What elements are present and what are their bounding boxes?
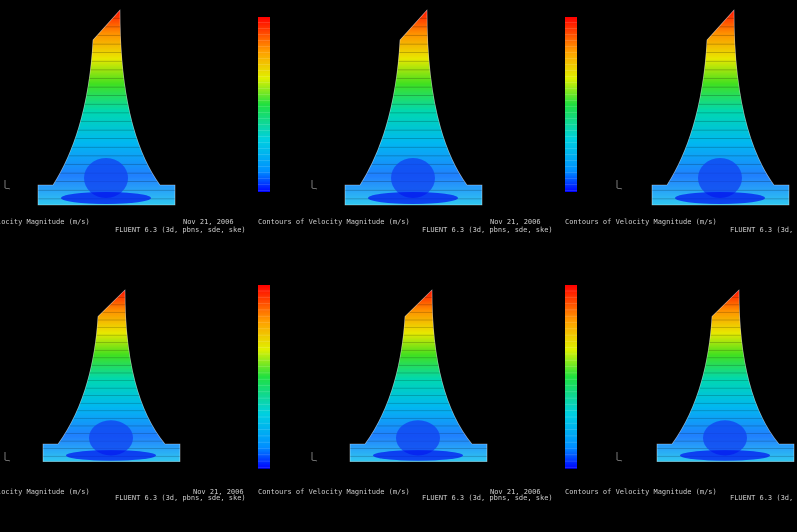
plot-caption: Contours of Velocity Magnitude (m/s) (258, 488, 410, 496)
plot-date: Nov 21, 2006 (490, 488, 541, 496)
contour-plot (42, 289, 181, 462)
colorbar (565, 285, 577, 469)
colorbar (258, 285, 270, 469)
colorbar (565, 17, 577, 192)
contour-panel: Contours of Velocity Magnitude (m/s) FLUE… (565, 9, 797, 234)
solver-info: FLUENT 6.3 (3d, pbns, sde, ske) (422, 494, 553, 502)
contour-plot (37, 9, 176, 206)
plot-caption: Contours of Velocity Magnitude (m/s) (565, 488, 717, 496)
axis-triad (311, 179, 318, 190)
plot-caption: Contours of Velocity Magnitude (m/s) (0, 218, 90, 226)
solver-info: FLUENT 6.3 (3d, pbns, sde, ske) (422, 226, 553, 234)
axis-triad (616, 179, 623, 190)
contour-panel: Contours of Velocity Magnitude (m/s) FLUE… (565, 285, 797, 502)
solver-info: FLUENT 6.3 (3d, pbns, sde, ske) (115, 226, 246, 234)
contour-plot (651, 9, 790, 206)
contour-plot (656, 289, 795, 462)
solver-info: FLUENT 6.3 (3d, pbns, sde, ske) (730, 226, 797, 234)
contour-panel: Contours of Velocity Magnitude (m/s) Nov … (258, 285, 553, 502)
plot-date: Nov 21, 2006 (193, 488, 244, 496)
plot-caption: Contours of Velocity Magnitude (m/s) (565, 218, 717, 226)
plot-date: Nov 21, 2006 (183, 218, 234, 226)
contour-panel: Contours of Velocity Magnitude (m/s) Nov … (258, 9, 553, 234)
solver-info: FLUENT 6.3 (3d, pbns, sde, ske) (115, 494, 246, 502)
axis-triad (4, 179, 11, 190)
plot-caption: Contours of Velocity Magnitude (m/s) (258, 218, 410, 226)
contour-plot (349, 289, 488, 462)
plot-caption: Contours of Velocity Magnitude (m/s) (0, 488, 90, 496)
plot-date: Nov 21, 2006 (490, 218, 541, 226)
contour-panel: Contours of Velocity Magnitude (m/s) Nov … (0, 9, 246, 234)
colorbar (258, 17, 270, 192)
axis-triad (616, 451, 623, 462)
axis-triad (311, 451, 318, 462)
contour-plot (344, 9, 483, 206)
contour-panel: Contours of Velocity Magnitude (m/s) Nov … (0, 289, 246, 502)
axis-triad (4, 451, 11, 462)
solver-info: FLUENT 6.3 (3d, pbns, sde, ske) (730, 494, 797, 502)
